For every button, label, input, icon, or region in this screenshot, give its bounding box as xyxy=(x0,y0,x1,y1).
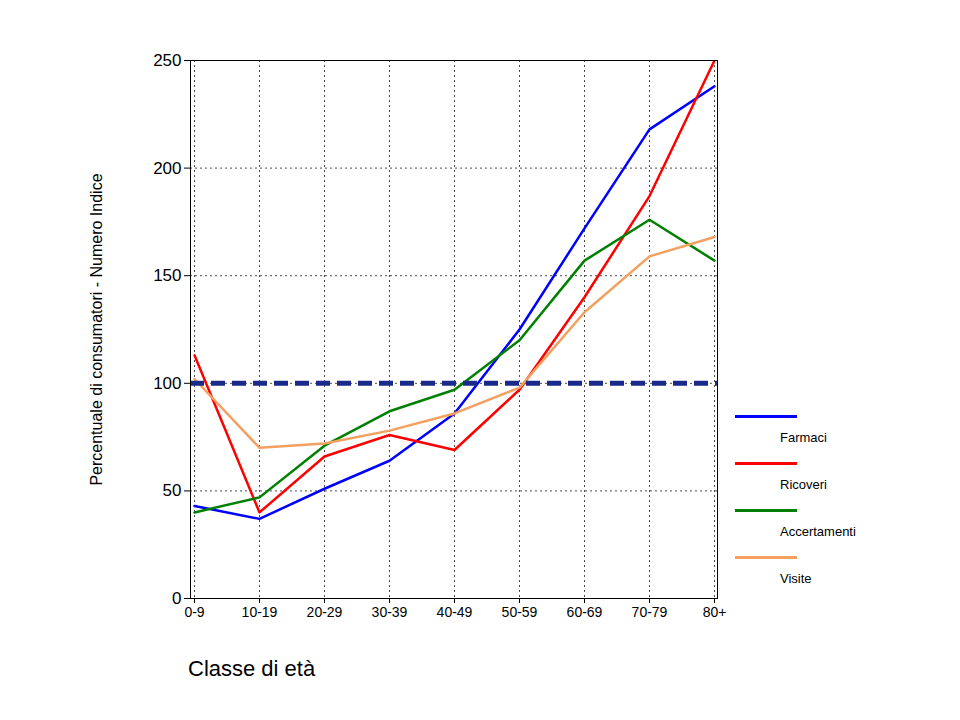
html-text:Classe di età: Classe di età xyxy=(188,656,316,681)
svg-text:20-29: 20-29 xyxy=(307,604,343,620)
svg-text:0-9: 0-9 xyxy=(184,604,204,620)
svg-text:50: 50 xyxy=(163,481,182,500)
svg-text:200: 200 xyxy=(153,159,181,178)
svg-text:100: 100 xyxy=(153,374,181,393)
html-text:Ricoveri: Ricoveri xyxy=(780,477,827,492)
html-text:Farmaci: Farmaci xyxy=(780,430,827,445)
svg-text:80+: 80+ xyxy=(703,604,727,620)
svg-text:250: 250 xyxy=(153,51,181,70)
html-text:Visite: Visite xyxy=(780,571,812,586)
svg-text:30-39: 30-39 xyxy=(372,604,408,620)
svg-text:0: 0 xyxy=(172,589,181,608)
svg-text:50-59: 50-59 xyxy=(502,604,538,620)
svg-text:Percentuale di consumatori - N: Percentuale di consumatori - Numero Indi… xyxy=(88,173,105,485)
svg-text:70-79: 70-79 xyxy=(632,604,668,620)
svg-text:40-49: 40-49 xyxy=(437,604,473,620)
svg-text:10-19: 10-19 xyxy=(242,604,278,620)
svg-text:60-69: 60-69 xyxy=(567,604,603,620)
html-text:Accertamenti: Accertamenti xyxy=(780,524,856,539)
svg-text:150: 150 xyxy=(153,266,181,285)
